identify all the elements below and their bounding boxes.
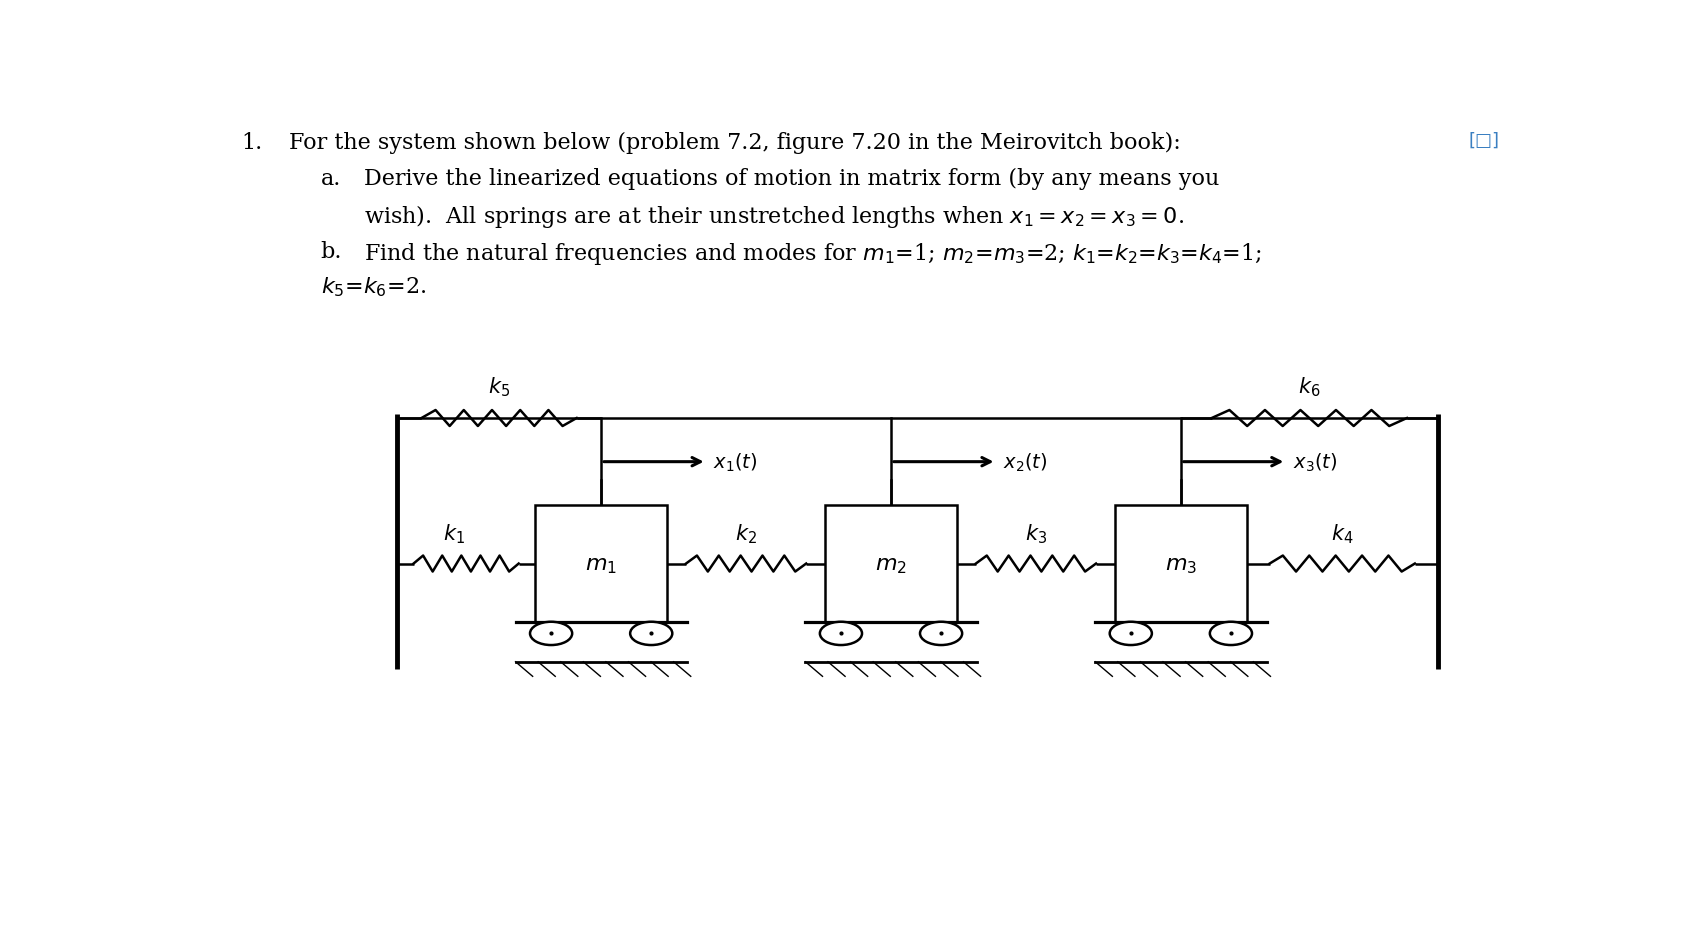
Text: $x_2(t)$: $x_2(t)$ [1003,451,1047,473]
Circle shape [920,622,962,646]
Text: Derive the linearized equations of motion in matrix form (by any means you: Derive the linearized equations of motio… [364,168,1219,190]
Text: $m_2$: $m_2$ [876,553,908,575]
Text: $k_6$: $k_6$ [1299,375,1321,398]
Text: $k_5$=$k_6$=2.: $k_5$=$k_6$=2. [321,276,425,299]
Circle shape [1210,622,1251,646]
Circle shape [1110,622,1153,646]
Text: $k_3$: $k_3$ [1025,521,1047,545]
Bar [824,506,957,622]
Text: 1.: 1. [241,131,264,154]
Circle shape [530,622,573,646]
Text: $x_3(t)$: $x_3(t)$ [1292,451,1338,473]
Bar [536,506,666,622]
Text: $k_1$: $k_1$ [442,521,464,545]
Text: b.: b. [321,241,342,262]
Text: Find the natural frequencies and modes for $m_1$=1; $m_2$=$m_3$=2; $k_1$=$k_2$=$: Find the natural frequencies and modes f… [364,241,1261,266]
Text: [□]: [□] [1469,131,1499,149]
Text: $m_1$: $m_1$ [585,553,617,575]
Circle shape [819,622,862,646]
Text: $m_3$: $m_3$ [1164,553,1197,575]
Text: $k_5$: $k_5$ [488,375,510,398]
Text: $x_1(t)$: $x_1(t)$ [714,451,758,473]
Text: wish).  All springs are at their unstretched lengths when $x_1 = x_2 = x_3 = 0$.: wish). All springs are at their unstretc… [364,203,1185,229]
Bar [1115,506,1246,622]
Text: $k_2$: $k_2$ [734,521,756,545]
Text: a.: a. [321,168,342,190]
Text: $k_4$: $k_4$ [1331,521,1353,545]
Circle shape [631,622,672,646]
Text: For the system shown below (problem 7.2, figure 7.20 in the Meirovitch book):: For the system shown below (problem 7.2,… [289,131,1204,154]
